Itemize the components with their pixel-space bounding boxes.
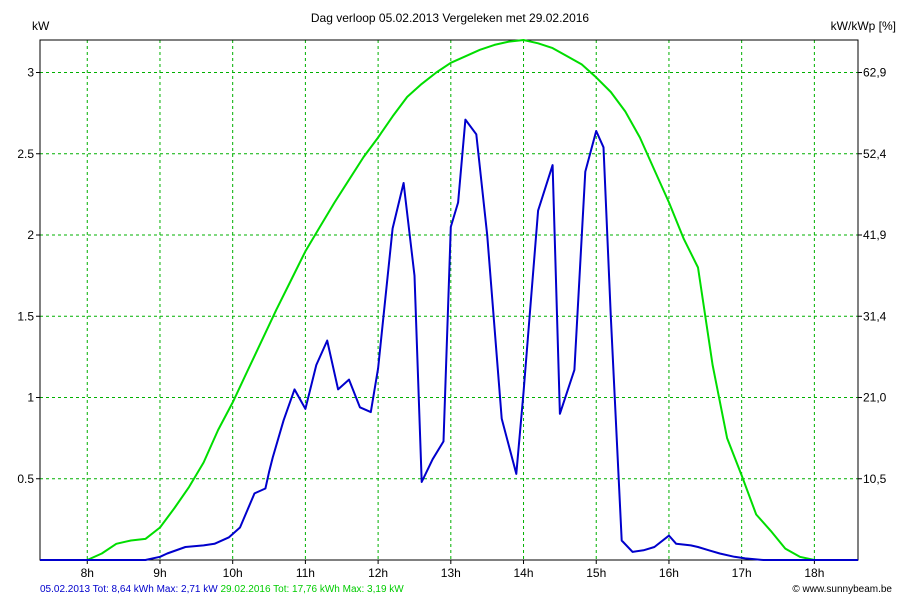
y-right-tick-label: 10,5 [863,472,887,486]
x-tick-label: 18h [804,566,824,580]
x-tick-label: 8h [81,566,94,580]
y-left-axis: 0.5 1 1.5 2 2.5 3 [17,66,40,486]
footer-stats: 05.02.2013 Tot: 8,64 kWh Max: 2,71 kW 29… [40,584,404,595]
chart-title: Dag verloop 05.02.2013 Vergeleken met 29… [311,11,590,25]
x-tick-label: 15h [586,566,606,580]
y-right-tick-label: 21,0 [863,391,887,405]
y-left-axis-unit: kW [32,19,50,33]
x-tick-label: 16h [659,566,679,580]
x-tick-label: 14h [514,566,534,580]
x-tick-label: 10h [223,566,243,580]
y-left-tick-label: 2 [27,228,34,242]
x-axis: 8h 9h 10h 11h 12h 13h 14h 15h 16h 17h 18h [81,560,824,580]
y-right-tick-label: 41,9 [863,228,887,242]
x-tick-label: 17h [732,566,752,580]
footer-series-1: 05.02.2013 Tot: 8,64 kWh Max: 2,71 kW [40,584,218,595]
y-right-axis: 10,5 21,0 31,4 41,9 52,4 62,9 [858,66,887,486]
grid [40,40,858,560]
series-line-1 [40,118,858,561]
y-left-tick-label: 2.5 [17,147,34,161]
y-left-tick-label: 1.5 [17,309,34,323]
x-tick-label: 13h [441,566,461,580]
plot-frame [39,39,859,561]
y-left-tick-label: 3 [27,66,34,80]
footer-series-2: 29.02.2016 Tot: 17,76 kWh Max: 3,19 kW [220,584,404,595]
y-right-tick-label: 31,4 [863,309,887,323]
series-lines [40,39,858,561]
footer-credit: © www.sunnybeam.be [792,584,892,595]
y-left-tick-label: 0.5 [17,472,34,486]
series-line-2 [40,39,858,561]
x-tick-label: 12h [368,566,388,580]
y-right-axis-unit: kW/kWp [%] [831,19,896,33]
y-right-tick-label: 52,4 [863,147,887,161]
y-left-tick-label: 1 [27,391,34,405]
x-tick-label: 11h [296,566,315,580]
y-right-tick-label: 62,9 [863,66,887,80]
x-tick-label: 9h [153,566,166,580]
